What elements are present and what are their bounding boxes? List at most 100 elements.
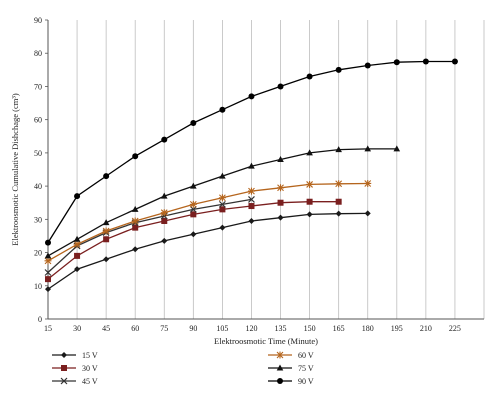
x-axis-title: Elektroosmotic Time (Minute) [214, 336, 318, 346]
legend-label: 45 V [82, 377, 98, 386]
data-point [131, 205, 139, 212]
series-line [47, 182, 368, 262]
y-tick-label: 20 [34, 249, 42, 258]
data-point [74, 266, 81, 273]
data-point [102, 219, 110, 226]
x-tick-label: 45 [102, 324, 110, 333]
data-point [393, 145, 401, 152]
legend-label: 75 V [298, 364, 314, 373]
data-point [45, 286, 51, 293]
y-tick-label: 10 [34, 282, 42, 291]
series-30v [45, 198, 342, 283]
data-point [335, 210, 342, 217]
legend-marker [61, 352, 67, 358]
data-point [189, 205, 197, 213]
legend-label: 15 V [82, 351, 98, 360]
data-point [45, 276, 51, 283]
series-60v [44, 179, 372, 265]
y-tick-label: 40 [34, 182, 42, 191]
y-tick-label: 0 [38, 315, 42, 324]
data-point [44, 269, 52, 276]
legend-item: 15 V [52, 351, 98, 360]
legend-label: 90 V [298, 377, 314, 386]
y-axis-title: Elektroosmotic Cumulative Dishchage (cm³… [10, 93, 20, 246]
data-point [131, 217, 139, 225]
data-point [161, 217, 168, 224]
x-tick-label: 15 [44, 324, 52, 333]
data-point [103, 173, 110, 180]
series-15v [45, 210, 371, 293]
y-tick-label: 30 [34, 215, 42, 224]
data-point [335, 66, 342, 73]
data-point [132, 153, 139, 160]
data-point [160, 209, 168, 217]
data-point [219, 224, 226, 231]
data-point [248, 93, 255, 100]
y-tick-label: 90 [34, 16, 42, 25]
data-point [73, 240, 81, 248]
data-point [161, 237, 168, 244]
x-tick-label: 210 [420, 324, 432, 333]
x-tick-label: 60 [131, 324, 139, 333]
data-point [132, 246, 139, 253]
series-90v [45, 58, 458, 246]
data-point [277, 156, 284, 163]
data-point [248, 195, 255, 203]
series-line [47, 198, 252, 273]
y-tick-label: 50 [34, 149, 42, 158]
data-point [44, 257, 52, 265]
legend-marker [277, 378, 283, 384]
legend-marker [276, 364, 284, 371]
x-tick-label: 225 [449, 324, 461, 333]
y-tick-labels: 0 10 20 30 40 50 60 70 80 90 [34, 16, 48, 324]
legend-item: 30 V [52, 364, 98, 373]
data-point [306, 211, 313, 218]
x-tick-label: 105 [216, 324, 228, 333]
data-point [247, 187, 255, 195]
data-point [219, 172, 226, 179]
data-point [189, 200, 197, 208]
x-tick-label: 30 [73, 324, 81, 333]
data-point [364, 145, 372, 152]
grid [76, 20, 485, 319]
data-point [364, 62, 371, 69]
data-point [132, 224, 139, 231]
data-point [190, 211, 197, 218]
legend-marker [60, 377, 68, 385]
data-point [190, 119, 197, 126]
data-point [451, 58, 458, 65]
data-point [422, 58, 429, 65]
x-tick-label: 150 [304, 324, 316, 333]
data-point [335, 146, 342, 153]
data-point [103, 256, 110, 263]
data-point [161, 136, 168, 143]
data-point [248, 217, 255, 224]
data-point [277, 184, 285, 192]
x-tick-label: 90 [189, 324, 197, 333]
data-point [248, 203, 255, 210]
data-point [248, 162, 255, 169]
data-point [277, 199, 284, 206]
data-point [219, 106, 226, 113]
series-group [44, 58, 458, 293]
data-point [306, 149, 313, 156]
series-line [47, 212, 368, 290]
data-point [74, 193, 81, 200]
y-tick-label: 80 [34, 49, 42, 58]
data-point [218, 200, 226, 208]
legend-item: 90 V [268, 377, 314, 386]
x-tick-label: 180 [362, 324, 374, 333]
legend-label: 60 V [298, 351, 314, 360]
data-point [393, 59, 400, 66]
data-point [160, 192, 168, 199]
data-point [277, 83, 284, 90]
x-tick-label: 75 [160, 324, 168, 333]
series-75v [44, 145, 401, 259]
legend-label: 30 V [82, 364, 98, 373]
data-point [219, 206, 226, 213]
axes [47, 20, 484, 320]
y-tick-label: 70 [34, 82, 42, 91]
legend-item: 75 V [268, 364, 314, 373]
data-point [277, 214, 284, 221]
